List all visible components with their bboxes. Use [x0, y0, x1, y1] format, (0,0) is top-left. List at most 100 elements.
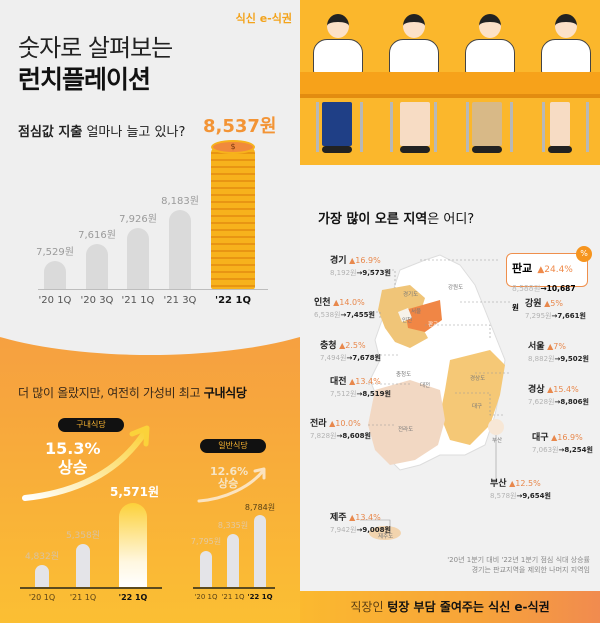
- region-gyeonggi: 경기 ▲16.9% 8,192원→9,573원: [330, 256, 391, 277]
- map-label: 경상도: [470, 376, 486, 382]
- percent-badge-icon: %: [576, 246, 592, 262]
- brand-logo: 식신 e-식권: [235, 12, 292, 25]
- bar-cafe-20: [35, 565, 49, 587]
- footnote-line1: '20년 1분기 대비 '22년 1분기 점심 식대 상승률: [447, 556, 590, 564]
- region-seoul: 서울 ▲7% 8,882원→9,502원: [528, 342, 589, 363]
- map-title: 가장 많이 오른 지역은 어디?: [318, 208, 474, 227]
- region-daegu: 대구 ▲16.9% 7,063원→8,254원: [532, 433, 593, 454]
- bar-cafe-22: [119, 503, 147, 587]
- footer-banner[interactable]: 직장인 텅장 부담 줄여주는 식신 e-식권: [300, 591, 600, 623]
- bar-rest-22: [254, 515, 266, 587]
- bar-label: '20 3Q: [80, 295, 114, 306]
- region-jeju: 제주 ▲13.4% 7,942원→9,008원: [330, 513, 391, 534]
- bar-label-highlight: '22 1Q: [247, 593, 273, 601]
- worker-figure: [312, 14, 364, 75]
- cafeteria-pill: 구내식당: [58, 418, 124, 432]
- bar-label: '21 1Q: [121, 295, 155, 306]
- bar-label: '20 1Q: [38, 295, 72, 306]
- map-label: 전라도: [398, 427, 414, 433]
- cafeteria-rise-pct: 15.3%: [45, 439, 101, 458]
- restaurant-pill: 일반식당: [200, 439, 266, 453]
- section2-heading: 더 많이 올랐지만, 여전히 가성비 최고 구내식당: [18, 384, 247, 401]
- worker-figure: [540, 14, 592, 75]
- worker-legs: [550, 102, 570, 146]
- bar-label-highlight: '22 1Q: [215, 295, 251, 306]
- region-pct: ▲24.4%: [537, 265, 573, 275]
- map-label: 강원도: [448, 285, 464, 291]
- map-label: 충청도: [396, 372, 412, 378]
- map-label: 부산: [492, 438, 503, 444]
- restaurant-rise-word: 상승: [218, 477, 239, 490]
- bar-21-3q: [169, 210, 191, 289]
- korea-map: [360, 254, 510, 540]
- region-from: 8,588원: [512, 284, 541, 293]
- region-to: →10,687원: [512, 284, 576, 312]
- region-chungcheong: 충청 ▲2.5% 7,494원→7,678원: [320, 341, 381, 362]
- bar-label: '21 1Q: [221, 593, 245, 601]
- bar-21-1q: [127, 228, 149, 289]
- bar-value: 8,335원: [217, 521, 249, 530]
- chart2-axis: [20, 587, 162, 589]
- footer-brand: 식신 e-식권: [483, 600, 550, 614]
- map-label: 대구: [472, 404, 483, 410]
- footer-bold: 텅장 부담 줄여주는: [387, 600, 484, 614]
- bar-value: 7,795원: [190, 537, 222, 546]
- rise-arrow-icon: [22, 425, 150, 501]
- left-panel: 식신 e-식권 숫자로 살펴보는 런치플레이션 점심값 지출 얼마나 늘고 있나…: [0, 12, 300, 623]
- bar-value: 4,832원: [24, 552, 60, 562]
- dollar-coin-icon: $: [211, 140, 255, 154]
- bar-value-highlight: 5,571원: [110, 485, 159, 499]
- title-line2: 런치플레이션: [18, 65, 151, 94]
- bar-label-highlight: '22 1Q: [118, 593, 148, 602]
- chart1-question: 점심값 지출 얼마나 늘고 있나?: [18, 121, 185, 140]
- bar-label: '20 1Q: [194, 593, 218, 601]
- bar-20-3q: [86, 244, 108, 289]
- region-name: 판교: [512, 262, 533, 275]
- footer-pre: 직장인: [350, 600, 388, 614]
- cafeteria-rise-word: 상승: [58, 458, 88, 477]
- region-jeolla: 전라 ▲10.0% 7,828원→8,608원: [310, 419, 371, 440]
- lunch-cost-chart: 7,529원 '20 1Q 7,616원 '20 3Q 7,926원 '21 1…: [0, 140, 300, 310]
- right-panel: 가장 많이 오른 지역은 어디? 경기도 강원도 서울 인천 판교 충: [300, 0, 600, 623]
- map-title-rest: 은 어디?: [427, 212, 475, 227]
- bar-label: '21 1Q: [69, 593, 97, 602]
- restaurant-rise-pct: 12.6%: [210, 465, 249, 478]
- bar-value: 5,358원: [65, 531, 101, 541]
- region-daejeon: 대전 ▲13.4% 7,512원→8,519원: [330, 377, 391, 398]
- bar-value: 7,926원: [119, 214, 157, 225]
- rise-arrow-small-icon: [197, 467, 266, 503]
- worker-figure: [464, 14, 516, 75]
- title-line1: 숫자로 살펴보는: [18, 34, 173, 62]
- section2-bold: 구내식당: [203, 386, 247, 400]
- worker-legs: [472, 102, 502, 146]
- bar-rest-21: [227, 534, 239, 587]
- bar-20-1q: [44, 261, 66, 289]
- region-gangwon: 강원 ▲5% 7,295원→7,661원: [525, 299, 586, 320]
- bar-value: 8,183원: [161, 196, 199, 207]
- region-gyeongsang: 경상 ▲15.4% 7,628원→8,806원: [528, 385, 589, 406]
- bar-label: '20 1Q: [28, 593, 56, 602]
- worker-legs: [322, 102, 352, 146]
- bar-value: 7,529원: [36, 247, 74, 258]
- chart1-axis: [38, 289, 268, 290]
- section2-text: 더 많이 올랐지만, 여전히 가성비 최고: [18, 386, 204, 400]
- worker-legs: [400, 102, 430, 146]
- bar-value: 7,616원: [78, 230, 116, 241]
- question-bold: 점심값 지출: [18, 125, 83, 140]
- map-label: 판교: [428, 322, 439, 328]
- footnote-line2: 경기는 판교지역을 제외한 나머지 지역임: [471, 566, 590, 574]
- dining-table: [300, 72, 600, 98]
- map-label: 서울: [411, 309, 422, 315]
- bar-label: '21 3Q: [163, 295, 197, 306]
- question-rest: 얼마나 늘고 있나?: [82, 125, 186, 140]
- map-title-bold: 가장 많이 오른 지역: [318, 212, 428, 227]
- chart3-axis: [193, 587, 275, 589]
- map-label: 제주도: [378, 534, 394, 540]
- bar-cafe-21: [76, 544, 90, 587]
- bar-rest-20: [200, 551, 212, 587]
- coin-stack-bar: [211, 147, 255, 289]
- region-busan: 부산 ▲12.5% 8,578원→9,654원: [490, 479, 551, 500]
- bar-value: 8,784원: [244, 503, 276, 512]
- worker-figure: [388, 14, 440, 75]
